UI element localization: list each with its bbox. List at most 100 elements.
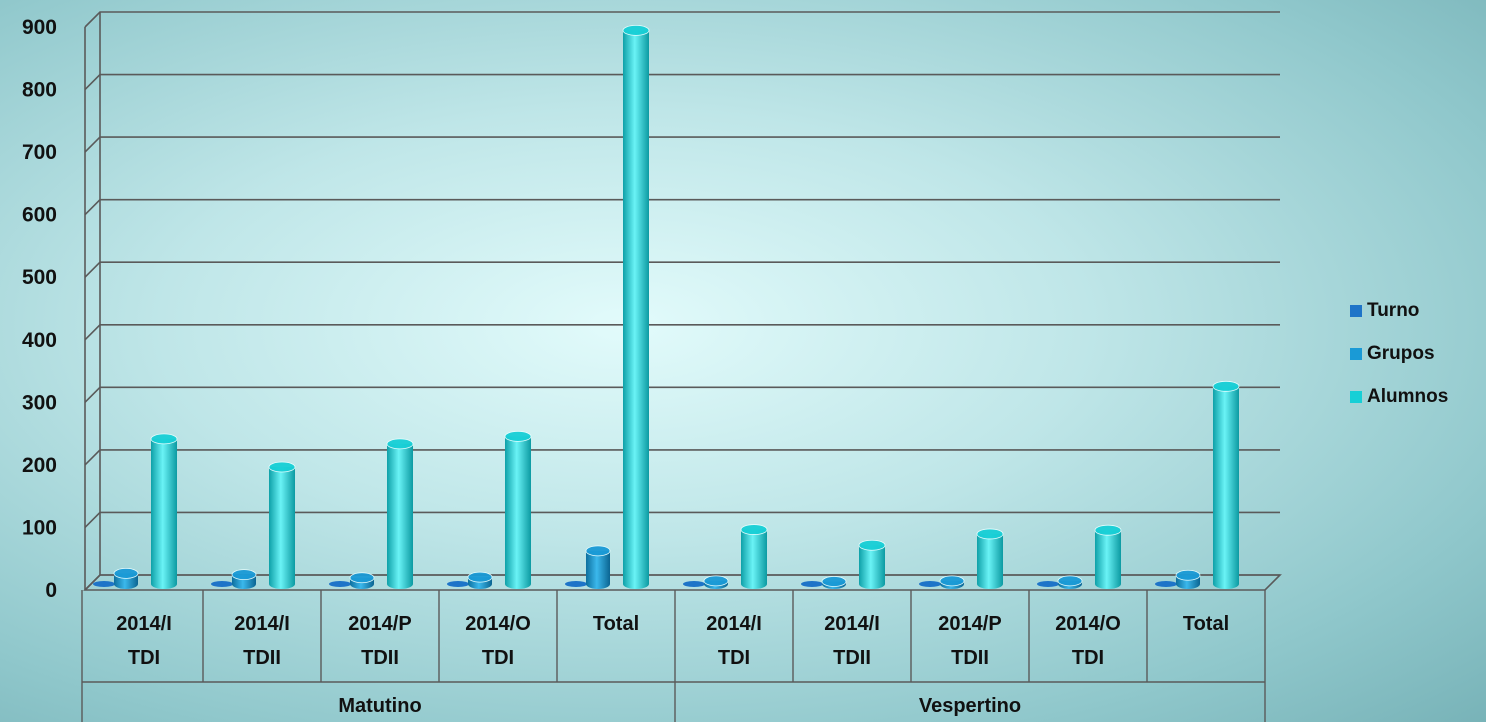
gridlines xyxy=(83,11,1282,591)
legend-item: Turno xyxy=(1350,298,1448,324)
bar-alumnos xyxy=(740,524,768,589)
legend-label: Grupos xyxy=(1367,343,1435,364)
gridline xyxy=(84,511,1280,529)
legend-label: Turno xyxy=(1367,300,1420,321)
bar-top xyxy=(585,545,611,557)
bar-top xyxy=(447,581,469,587)
bar-top xyxy=(93,581,115,587)
bar-body xyxy=(1095,530,1121,589)
bar-alumnos xyxy=(622,24,650,589)
bar-top xyxy=(329,581,351,587)
y-tick-label: 500 xyxy=(22,266,57,289)
bar-body xyxy=(859,545,885,589)
x-tick-label: 2014/I TDII xyxy=(234,613,290,669)
bar-grupos xyxy=(821,576,847,589)
gridline xyxy=(84,73,1280,91)
bar-top xyxy=(976,528,1004,540)
bars xyxy=(93,24,1240,589)
bar-body xyxy=(387,443,413,589)
x-tick-label: 2014/I TDII xyxy=(824,613,880,669)
gridline xyxy=(84,198,1280,216)
bar-body xyxy=(741,529,767,589)
bar-top xyxy=(1057,575,1083,587)
legend-label: Alumnos xyxy=(1367,386,1449,407)
bar-alumnos xyxy=(268,461,296,589)
bar-turno xyxy=(1037,581,1059,587)
legend-swatch xyxy=(1350,391,1362,403)
bar-alumnos xyxy=(858,539,886,589)
x-tick-label: 2014/O TDI xyxy=(1055,613,1121,669)
x-tick-label: 2014/I TDI xyxy=(116,613,172,669)
x-tick-label: 2014/I TDI xyxy=(706,613,762,669)
x-axis-table: 2014/I TDI 2014/I TDII 2014/P TDII 2014/O TDI To… xyxy=(81,590,1266,722)
bar-top xyxy=(1094,524,1122,536)
group-label: Matutino xyxy=(338,695,421,717)
y-tick-label: 400 xyxy=(22,329,57,352)
bar-top xyxy=(703,575,729,587)
y-tick-label: 800 xyxy=(22,79,57,102)
group-label: Vespertino xyxy=(919,695,1021,717)
bar-top xyxy=(113,567,139,579)
y-tick-label: 600 xyxy=(22,204,57,227)
bar-turno xyxy=(1155,581,1177,587)
bar-alumnos xyxy=(1094,524,1122,589)
bar-grupos xyxy=(113,567,139,589)
bar-alumnos xyxy=(1212,380,1240,589)
bar-body xyxy=(977,533,1003,589)
bar-top xyxy=(1212,380,1240,392)
bar-body xyxy=(1213,386,1239,589)
bar-grupos xyxy=(585,545,611,589)
y-tick-label: 0 xyxy=(45,579,57,602)
bar-body xyxy=(586,550,610,589)
gridline xyxy=(84,386,1280,403)
bar-grupos xyxy=(349,572,375,589)
legend-item: Grupos xyxy=(1350,341,1448,367)
gridline xyxy=(84,261,1280,278)
bar-alumnos xyxy=(976,528,1004,589)
bar-top xyxy=(939,575,965,587)
bar-top xyxy=(504,430,532,442)
bar-top xyxy=(1175,569,1201,581)
bar-turno xyxy=(447,581,469,587)
x-tick-label: Total xyxy=(1183,613,1229,635)
gridline xyxy=(84,11,1280,28)
x-tick-label: 2014/P TDII xyxy=(938,613,1001,669)
bar-top xyxy=(821,576,847,587)
x-tick-label: 2014/O TDI xyxy=(465,613,531,669)
bar-body xyxy=(623,30,649,589)
bar-top xyxy=(1155,581,1177,587)
bar-top xyxy=(211,581,233,587)
x-tick-label: Total xyxy=(593,613,639,635)
bar-body xyxy=(505,436,531,589)
y-tick-label: 200 xyxy=(22,454,57,477)
bar-grupos xyxy=(703,575,729,589)
bar-turno xyxy=(93,581,115,587)
y-axis: 0 100 200 300 400 500 600 700 800 900 xyxy=(22,16,57,602)
legend-item: Alumnos xyxy=(1350,384,1448,410)
bar-grupos xyxy=(1057,575,1083,589)
bar-top xyxy=(919,581,941,587)
y-tick-label: 900 xyxy=(22,16,57,39)
bar-top xyxy=(683,581,705,587)
bar-alumnos xyxy=(386,438,414,589)
bar-turno xyxy=(329,581,351,587)
bar-turno xyxy=(565,581,587,587)
floor xyxy=(83,574,1282,591)
bar-top xyxy=(622,24,650,36)
bar-top xyxy=(349,572,375,584)
gridline xyxy=(84,449,1280,466)
bar-grupos xyxy=(1175,569,1201,589)
bar-top xyxy=(801,581,823,587)
bar-turno xyxy=(919,581,941,587)
y-tick-label: 300 xyxy=(22,391,57,414)
legend-swatch xyxy=(1350,305,1362,317)
y-tick-label: 700 xyxy=(22,141,57,164)
bar-alumnos xyxy=(504,430,532,589)
bar-top xyxy=(467,571,493,583)
bar-turno xyxy=(801,581,823,587)
gridline xyxy=(84,136,1280,153)
bar-top xyxy=(150,433,178,445)
bar-grupos xyxy=(231,569,257,589)
bar-turno xyxy=(211,581,233,587)
